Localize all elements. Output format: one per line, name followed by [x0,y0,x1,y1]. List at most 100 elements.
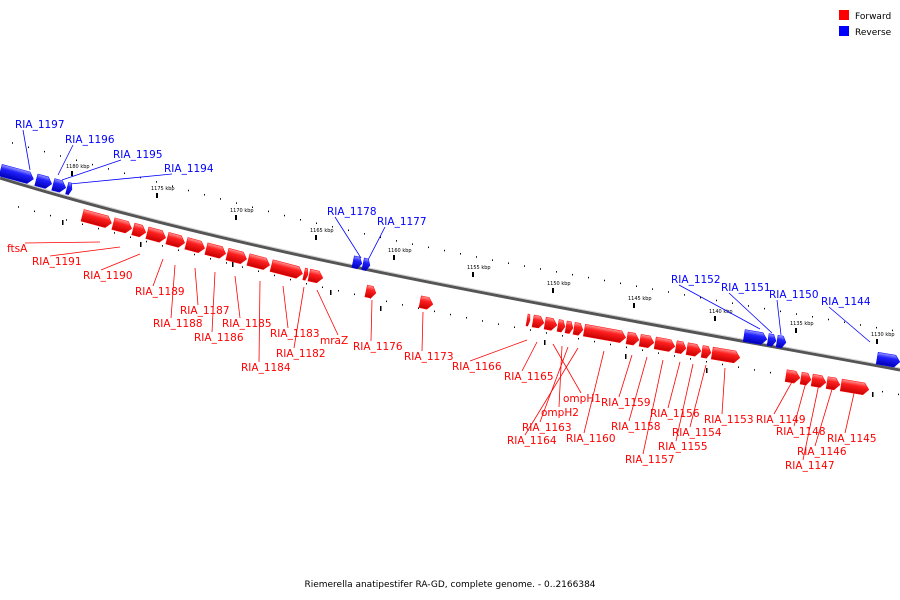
tick-dot [706,361,707,363]
gene-leader-line [675,363,694,442]
gene-arrow [543,316,558,331]
legend-reverse-swatch [839,26,849,36]
tick-dot [188,189,189,192]
tick-dot [98,227,99,230]
gene-leader-line [334,216,362,259]
gene-leader-line [828,306,871,343]
tick-dot [284,214,285,217]
gene-arrow [131,222,147,238]
tick-dot [738,366,739,368]
tick-label: 1135 kbp [790,321,814,327]
tick-dot [588,276,589,279]
gene-label: RIA_1188 [153,318,203,330]
tick-dot [530,329,531,331]
gene-leader-line [773,379,794,415]
major-tick [552,288,554,293]
gene-arrow [51,178,67,193]
tick-dot [722,363,723,366]
tick-dot [242,266,243,268]
gene-label: RIA_1173 [404,351,454,363]
gene-label: RIA_1147 [785,460,835,472]
gene-leader-line [22,129,31,171]
tick-dot [482,320,483,322]
gene-arrow [775,334,787,349]
tick-dot [44,150,45,153]
tick-dot [642,349,643,351]
gene-leader-line [793,381,807,427]
tick-dot [844,321,845,323]
major-tick [393,255,395,260]
major-tick [876,339,878,344]
tick-dot [114,232,115,234]
tick-dot [338,290,339,292]
gene-leader-line [802,383,820,461]
gene-leader-line [618,354,633,398]
tick-dot [684,294,685,296]
tick-dot [300,219,301,221]
gene-arrow [80,209,112,228]
tick-dot [674,355,675,357]
tick-dot [130,236,131,238]
tick-dot [290,278,291,281]
minor-tick [872,392,874,397]
tick-dot [716,299,717,302]
gene-arrow [307,268,324,284]
tick-dot [882,390,883,393]
gene-label: RIA_1164 [507,435,557,447]
gene-label: RIA_1190 [83,270,133,282]
gene-leader-line [24,241,101,244]
gene-arrow [418,295,434,310]
tick-dot [754,369,755,371]
tick-dot [172,185,173,187]
tick-dot [92,163,93,166]
gene-label: RIA_1189 [135,286,185,298]
gene-arrow [810,373,827,388]
tick-dot [268,210,269,213]
gene-label: RIA_1185 [222,318,272,330]
gene-arrow [111,217,132,234]
tick-dot [860,324,861,326]
tick-dot [156,181,157,183]
gene-arrow [564,320,574,334]
gene-arrow [638,334,655,348]
gene-arrow [525,313,531,327]
gene-arrow [184,237,205,254]
tick-dot [492,259,493,261]
tick-dot [652,288,653,290]
tick-dot [220,198,221,200]
gene-leader-line [844,388,856,434]
gene-arrow [361,257,371,271]
gene-leader-line [211,271,216,333]
tick-dots [12,142,899,396]
tick-dot [60,155,61,157]
tick-dot [428,246,429,249]
gene-leader-line [814,385,834,447]
tick-marks: 1180 kbp 1175 kbp 1170 kbp 1165 kbp 1160 kbp… [62,164,895,397]
gene-arrow [766,333,777,347]
gene-leader-line [293,286,305,349]
gene-arrow [0,164,34,184]
gene-arrow [700,345,712,359]
tick-dot [636,285,637,287]
tick-dot [828,318,829,321]
gene-leader-line [678,284,761,330]
tick-dot [466,317,467,319]
gene-label: RIA_1187 [180,305,230,317]
gene-arrow [246,253,270,270]
tick-dot [34,210,35,213]
tick-label: 1180 kbp [66,164,90,170]
gene-arrow [625,331,640,346]
gene-leader-line [721,367,726,415]
gene-leader-line [258,280,261,363]
major-tick [156,193,158,198]
gene-leader-line [57,144,74,176]
tick-dot [524,265,525,267]
tick-dot [700,297,701,299]
tick-dot [610,343,611,346]
gene-label: RIA_1186 [194,332,244,344]
gene-arrow [225,247,247,264]
gene-arrow [204,242,226,259]
gene-label: RIA_1146 [797,446,847,458]
tick-dot [108,168,109,170]
major-tick [235,215,237,220]
